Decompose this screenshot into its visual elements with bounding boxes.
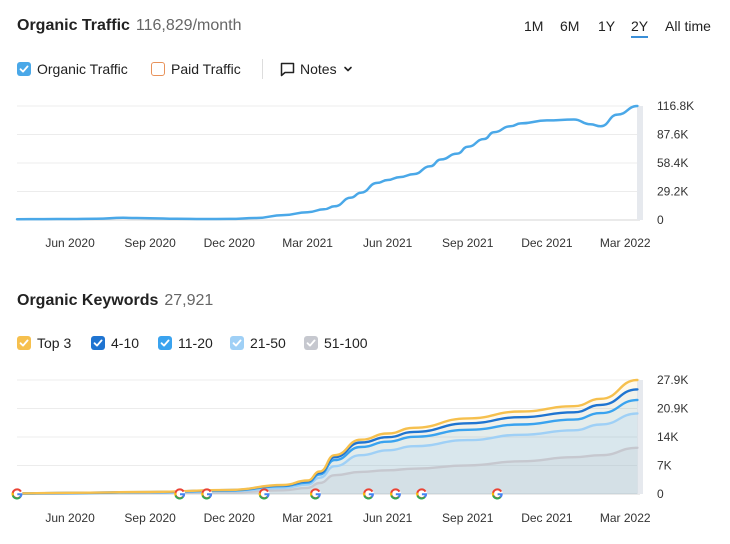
range-2y[interactable]: 2Y [631, 18, 649, 38]
legend-11-20[interactable]: 11-20 [158, 335, 213, 351]
google-icon-arc-blue [179, 493, 186, 498]
y-tick-label: 0 [657, 213, 664, 227]
checkbox-checked-icon [304, 336, 318, 350]
google-icon-arc-blue [264, 493, 270, 498]
series-area-51-100 [17, 447, 638, 494]
x-tick-label: Jun 2021 [363, 236, 413, 250]
google-icon-arc-green [363, 494, 373, 500]
series-area-21-50 [17, 413, 638, 494]
google-icon-arc-blue [421, 493, 428, 498]
google-icon-arc-green [390, 494, 400, 500]
google-icon-arc-blue [315, 493, 321, 498]
legend-21-50-label: 21-50 [250, 335, 286, 351]
checkbox-checked-icon [158, 336, 172, 350]
series-area-11-20 [17, 400, 638, 494]
google-icon-arc-blue [395, 493, 401, 498]
x-tick-label: Jun 2020 [45, 236, 95, 250]
google-icon-arc-blue [17, 493, 23, 498]
traffic-title: Organic Traffic 116,829/month [17, 17, 241, 35]
google-update-icon [416, 488, 428, 500]
x-tick-label: Mar 2021 [282, 511, 333, 525]
google-icon-arc-blue [497, 493, 503, 498]
google-icon-arc-green [11, 494, 21, 500]
y-tick-label: 116.8K [657, 99, 694, 113]
x-tick-label: Dec 2021 [521, 511, 573, 525]
notes-label: Notes [300, 61, 337, 77]
x-tick-label: Sep 2021 [442, 236, 494, 250]
x-tick-label: Mar 2022 [600, 236, 651, 250]
checkbox-unchecked-icon [151, 62, 165, 76]
chart-end-band [637, 106, 643, 220]
legend-21-50[interactable]: 21-50 [230, 335, 286, 351]
x-tick-label: Sep 2021 [442, 511, 494, 525]
y-tick-label: 7K [657, 459, 672, 473]
checkbox-checked-icon [230, 336, 244, 350]
legend-divider [262, 59, 263, 79]
legend-4-10[interactable]: 4-10 [91, 335, 139, 351]
legend-11-20-label: 11-20 [178, 335, 213, 351]
google-icon-arc-blue [368, 493, 374, 498]
google-icon-arc-green [416, 494, 426, 500]
google-update-icon [309, 488, 321, 500]
y-tick-label: 58.4K [657, 156, 688, 170]
google-icon-arc-green [492, 494, 502, 500]
keywords-value: 27,921 [164, 292, 214, 309]
google-icon-arc-green [310, 494, 320, 500]
legend-51-100-label: 51-100 [324, 335, 368, 351]
x-tick-label: Dec 2020 [204, 236, 256, 250]
y-tick-label: 27.9K [657, 373, 688, 387]
traffic-chart: 0 29.2K 58.4K 87.6K 116.8K Jun 2020 Sep 2020 De… [15, 99, 694, 250]
checkbox-checked-icon [17, 336, 31, 350]
y-tick-label: 14K [657, 430, 678, 444]
y-tick-label: 0 [657, 487, 664, 501]
chart-end-band [637, 380, 643, 494]
series-line-organic-traffic [15, 104, 639, 221]
y-tick-label: 20.9K [657, 402, 688, 416]
range-all-time[interactable]: All time [665, 18, 711, 34]
legend-organic-label: Organic Traffic [37, 61, 128, 77]
x-tick-label: Mar 2021 [282, 236, 333, 250]
google-icon-arc-green [174, 494, 184, 500]
traffic-title-text: Organic Traffic [17, 17, 130, 34]
keywords-title: Organic Keywords 27,921 [17, 292, 213, 310]
series-area-4-10 [17, 389, 638, 494]
keywords-title-text: Organic Keywords [17, 292, 159, 309]
y-tick-label: 87.6K [657, 128, 688, 142]
google-update-icon [11, 488, 23, 500]
x-tick-label: Sep 2020 [124, 236, 176, 250]
legend-top-3-label: Top 3 [37, 335, 72, 351]
traffic-value: 116,829/month [135, 17, 242, 34]
range-1y[interactable]: 1Y [598, 18, 616, 34]
x-tick-label: Dec 2020 [204, 511, 256, 525]
range-1m[interactable]: 1M [524, 18, 544, 34]
y-tick-label: 29.2K [657, 185, 688, 199]
google-update-icon [174, 488, 186, 500]
legend-organic-traffic[interactable]: Organic Traffic [17, 61, 128, 77]
x-tick-label: Jun 2020 [45, 511, 95, 525]
notes-icon [280, 62, 295, 77]
x-tick-label: Dec 2021 [521, 236, 573, 250]
legend-4-10-label: 4-10 [111, 335, 140, 351]
legend-paid-traffic[interactable]: Paid Traffic [151, 61, 241, 77]
checkbox-checked-icon [91, 336, 105, 350]
google-icon-arc-blue [206, 493, 213, 498]
chevron-down-icon [343, 64, 353, 74]
google-icon-arc-green [258, 494, 269, 500]
legend-top-3[interactable]: Top 3 [17, 335, 71, 351]
x-tick-label: Sep 2020 [124, 511, 176, 525]
x-tick-label: Jun 2021 [363, 511, 413, 525]
range-6m[interactable]: 6M [560, 18, 580, 34]
google-update-icon [390, 488, 401, 500]
legend-paid-label: Paid Traffic [171, 61, 241, 77]
x-tick-label: Mar 2022 [600, 511, 651, 525]
legend-51-100[interactable]: 51-100 [304, 335, 368, 351]
google-update-icon [201, 488, 213, 500]
google-update-icon [363, 488, 374, 500]
checkbox-checked-icon [17, 62, 31, 76]
google-update-icon [258, 488, 270, 500]
google-icon-arc-green [201, 494, 211, 500]
google-update-icon [491, 488, 503, 500]
